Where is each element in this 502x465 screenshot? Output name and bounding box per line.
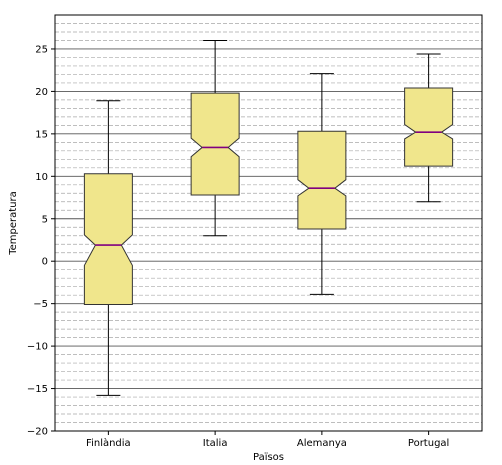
box-group-italia [190, 39, 240, 237]
tick-layer: −20 −15 −10 −5 0 5 10 15 20 25 Finlàndia Italia Alem… [27, 44, 449, 449]
y-tick-label: 20 [35, 87, 48, 98]
x-tick-label: Italia [203, 438, 228, 449]
plot-frame [54, 14, 483, 432]
box [190, 92, 240, 196]
y-tick-label: 15 [35, 129, 48, 140]
y-tick-label: −20 [27, 427, 48, 438]
x-tick-label: Portugal [408, 438, 449, 449]
box-group-portugal [404, 53, 454, 203]
x-tick-label: Alemanya [297, 438, 347, 449]
box-group-alemanya [297, 73, 347, 295]
box [404, 87, 454, 167]
y-tick-label: 5 [42, 214, 48, 225]
y-tick-label: −5 [33, 299, 48, 310]
y-tick-label: −10 [27, 342, 48, 353]
box-group-finlàndia [83, 100, 133, 396]
box [297, 130, 347, 230]
x-axis-label: Països [253, 452, 284, 463]
y-tick-label: 0 [42, 257, 48, 268]
y-tick-label: 10 [35, 172, 48, 183]
x-tick-label: Finlàndia [86, 437, 131, 449]
box-layer [83, 39, 454, 396]
y-tick-label: −15 [27, 384, 48, 395]
box [83, 173, 133, 306]
y-tick-label: 25 [35, 44, 48, 55]
y-axis-label: Temperatura [8, 191, 19, 256]
